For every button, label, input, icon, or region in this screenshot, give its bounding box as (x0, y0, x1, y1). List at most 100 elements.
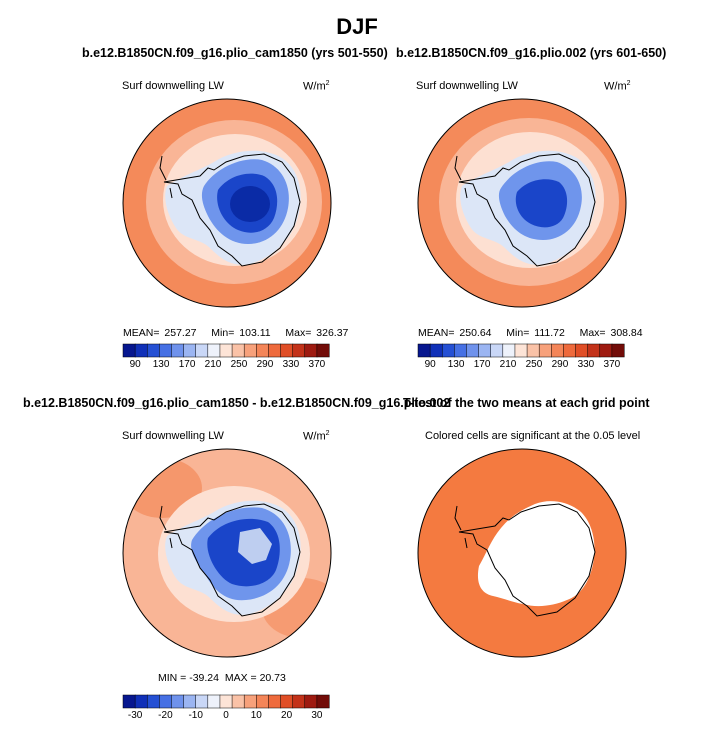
panel2-colorbar-tick-label: 370 (603, 359, 621, 370)
panel3-colorbar-cell (183, 694, 197, 709)
panel1-colorbar-tick-label: 210 (204, 359, 222, 370)
panel3-colorbar-tick-label: 30 (311, 710, 323, 721)
panel2-colorbar-cell (538, 343, 552, 358)
panel1-colorbar-tick-label: 330 (282, 359, 300, 370)
panel2-stats: MEAN= 250.64 Min= 111.72 Max= 308.84 (418, 327, 643, 339)
panel1-stats: MEAN= 257.27 Min= 103.11 Max= 326.37 (123, 327, 348, 339)
panel1-max-label: Max= (285, 327, 312, 339)
panel1-peninsula (159, 155, 173, 199)
panel1-colorbar-cell (134, 343, 148, 358)
panel1-colorbar-cell (231, 343, 245, 358)
panel2-peninsula (454, 155, 468, 199)
panel3-colorbar-cell (231, 694, 245, 709)
panel1-mean-value: 257.27 (164, 327, 197, 339)
panel4-coastline (458, 503, 596, 617)
panel1-colorbar-tick-label: 250 (230, 359, 248, 370)
panel2-mean-value: 250.64 (459, 327, 492, 339)
panel1-colorbar-tick-label: 370 (308, 359, 326, 370)
panel2-colorbar-cell (429, 343, 443, 358)
panel3-colorbar-cell (159, 694, 173, 709)
panel2-colorbar-cell (441, 343, 455, 358)
panel2-min-label: Min= (506, 327, 530, 339)
panel3-colorbar-cell (256, 694, 269, 709)
panel2-colorbar-cell (526, 343, 540, 358)
panel1-mean-label: MEAN= (123, 327, 160, 339)
panel2-coastline (458, 153, 596, 267)
panel3-colorbar-cell (243, 694, 257, 709)
panel3-colorbar-tick-label: -20 (158, 710, 173, 721)
panel2-colorbar-cell (611, 343, 625, 358)
panel3-colorbar-cell (122, 694, 136, 709)
panel3-colorbar-cell (207, 694, 221, 709)
panel2-colorbar-tick-label: 250 (525, 359, 543, 370)
panel2-min-value: 111.72 (534, 327, 565, 339)
panel2-colorbar-cell (514, 343, 528, 358)
panel1-map (122, 98, 332, 308)
panel3-colorbar-tick-label: 20 (281, 710, 293, 721)
panel1-variable: Surf downwelling LW (122, 80, 224, 92)
panel3-colorbar-cell (292, 694, 306, 709)
panel2-colorbar-tick-label: 130 (447, 359, 465, 370)
panel1-colorbar-tick-label: 90 (129, 359, 141, 370)
panel3-colorbar-labels: -30 -20 -10 0 10 20 30 (123, 710, 329, 724)
panel2-colorbar-cell (551, 343, 564, 358)
page-title: DJF (336, 14, 378, 39)
panel1-colorbar-labels: 90 130 170 210 250 290 330 370 (123, 359, 329, 373)
panel1-colorbar-cell (171, 343, 185, 358)
panel2-units: W/m2 (604, 80, 631, 93)
panel2-colorbar-cell (466, 343, 480, 358)
panel2-case-title: b.e12.B1850CN.f09_g16.plio.002 (yrs 601-… (396, 46, 667, 60)
panel1-ice-core (230, 186, 270, 222)
panel1-colorbar-cell (122, 343, 136, 358)
panel2-max-value: 308.84 (610, 327, 643, 339)
panel3-min-value: -39.24 (189, 672, 219, 684)
panel1-colorbar-cell (195, 343, 209, 358)
panel1-colorbar-tick-label: 290 (256, 359, 274, 370)
panel1-colorbar-cell (280, 343, 294, 358)
panel2-colorbar-cell (563, 343, 577, 358)
panel3-case-title: b.e12.B1850CN.f09_g16.plio_cam1850 - b.e… (23, 396, 451, 410)
panel1-colorbar-cell (183, 343, 197, 358)
panel3-coastline (163, 503, 301, 617)
panel3-map (122, 448, 332, 658)
panel2-colorbar-cell (478, 343, 492, 358)
panel4-map (417, 448, 627, 658)
panel2-colorbar-cell (599, 343, 613, 358)
panel1-max-value: 326.37 (316, 327, 349, 339)
panel1-colorbar-cell (207, 343, 221, 358)
panel1-colorbar-cell (316, 343, 330, 358)
panel1-coastline (163, 153, 301, 267)
panel4-peninsula (454, 505, 468, 549)
panel1-colorbar-cell (219, 343, 233, 358)
panel2-colorbar-cell (454, 343, 468, 358)
panel1-colorbar-cell (159, 343, 173, 358)
panel2-colorbar-tick-label: 170 (473, 359, 491, 370)
panel3-colorbar-cell (316, 694, 330, 709)
panel1-min-value: 103.11 (239, 327, 271, 339)
panel1-colorbar-tick-label: 170 (178, 359, 196, 370)
panel3-colorbar-tick-label: -10 (188, 710, 203, 721)
panel2-colorbar-tick-label: 90 (424, 359, 436, 370)
panel1-colorbar (122, 343, 330, 358)
panel3-colorbar-cell (304, 694, 318, 709)
panel3-units: W/m2 (303, 430, 330, 443)
panel1-colorbar-cell (292, 343, 306, 358)
panel2-colorbar-tick-label: 210 (499, 359, 517, 370)
panel3-colorbar-cell (268, 694, 282, 709)
panel3-min-label: MIN = (158, 672, 187, 684)
panel1-colorbar-cell (256, 343, 269, 358)
panel2-ice-dark-contour (515, 179, 568, 228)
panel1-colorbar-cell (304, 343, 318, 358)
panel3-stats: MIN = -39.24 MAX = 20.73 (158, 672, 286, 684)
panel1-colorbar-cell (268, 343, 282, 358)
panel1-case-title: b.e12.B1850CN.f09_g16.plio_cam1850 (yrs … (82, 46, 388, 60)
panel2-colorbar-cell (575, 343, 589, 358)
panel1-colorbar-cell (146, 343, 160, 358)
panel1-colorbar-cell (243, 343, 257, 358)
panel2-colorbar-cell (417, 343, 431, 358)
panel1-min-label: Min= (211, 327, 235, 339)
panel3-colorbar-cell (171, 694, 185, 709)
panel2-variable: Surf downwelling LW (416, 80, 518, 92)
panel2-colorbar-tick-label: 330 (577, 359, 595, 370)
panel1-colorbar-tick-label: 130 (152, 359, 170, 370)
